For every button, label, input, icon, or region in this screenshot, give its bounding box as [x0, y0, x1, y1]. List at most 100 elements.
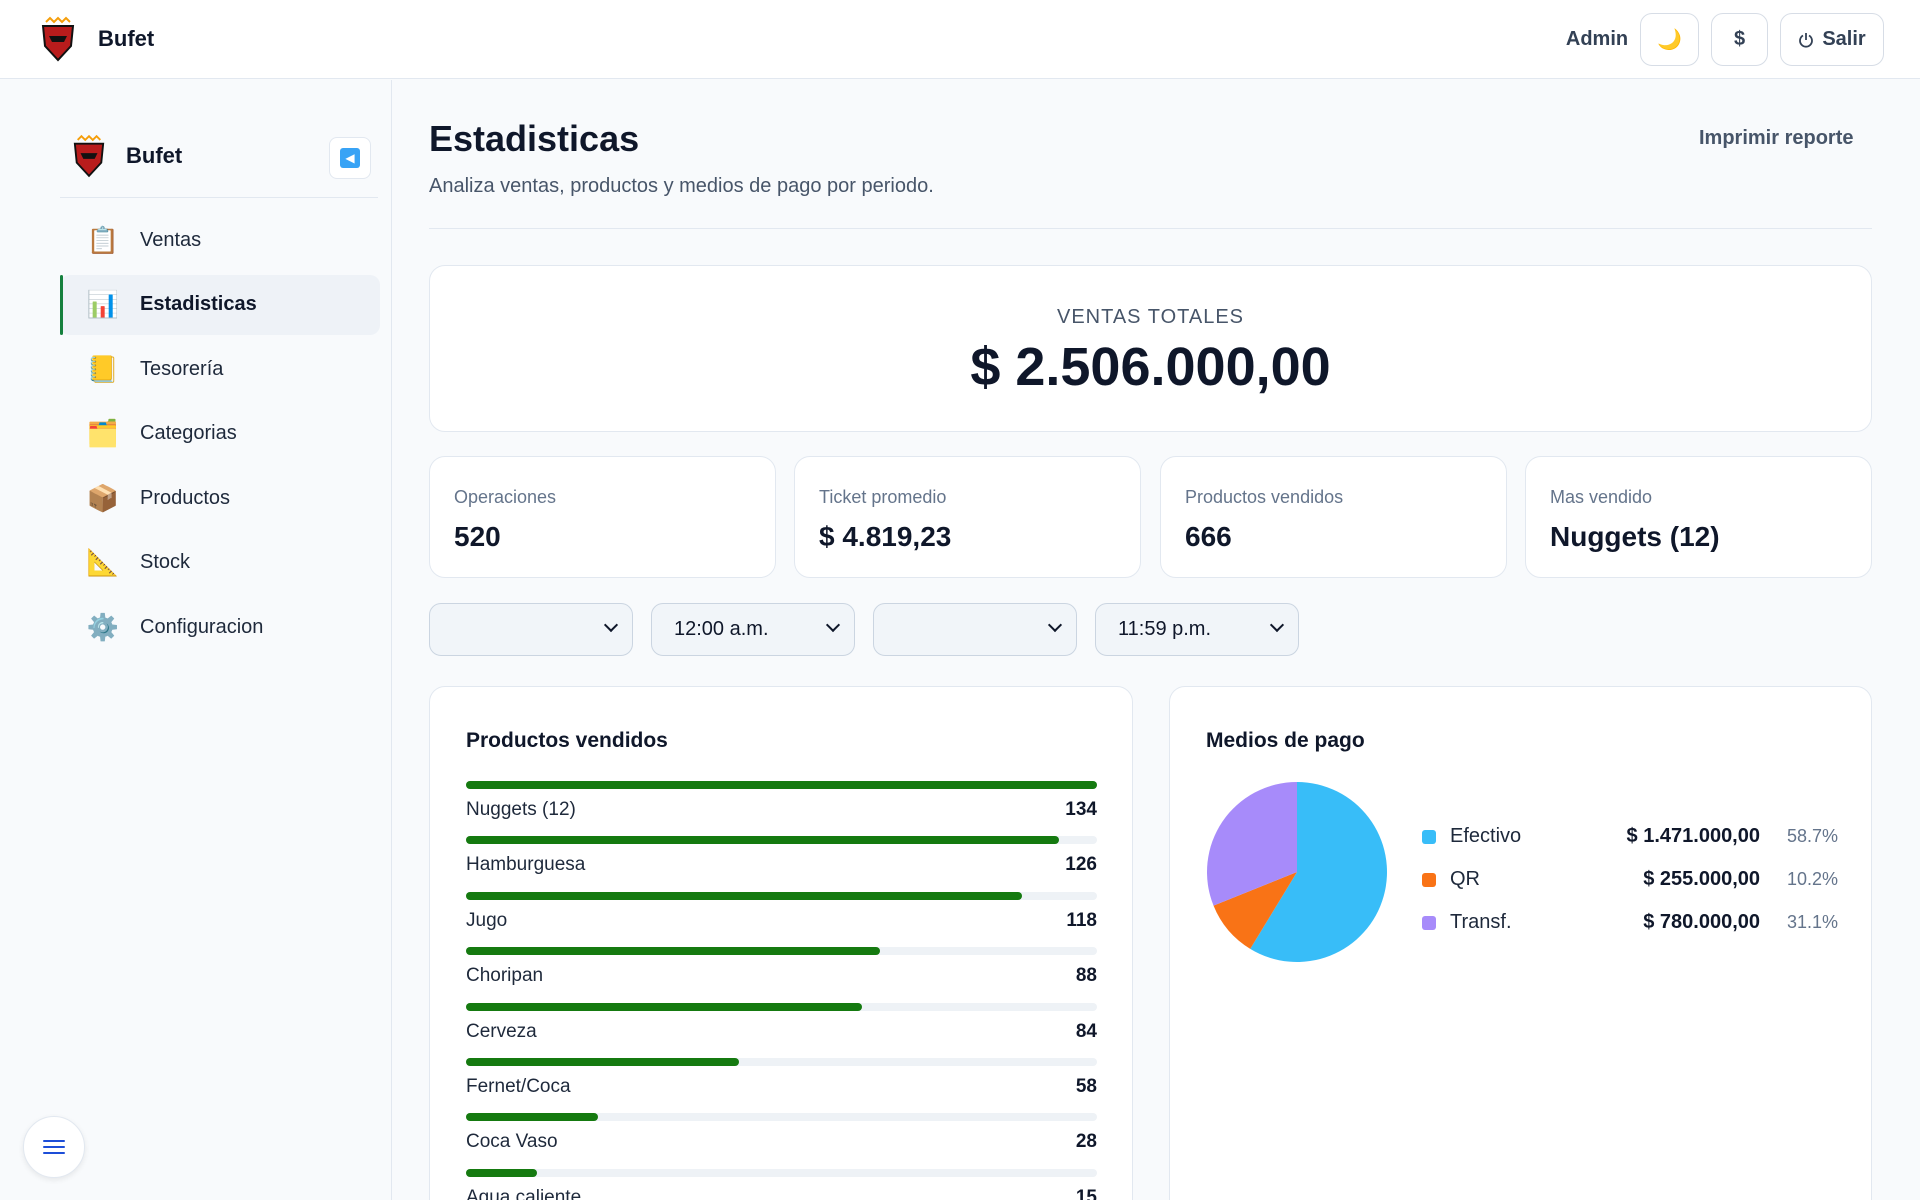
sidebar-item-configuracion[interactable]: ⚙️ Configuracion	[60, 597, 380, 657]
chevron-down-icon	[603, 617, 619, 633]
chevron-down-icon	[1047, 617, 1063, 633]
sidebar-item-label: Categorias	[140, 422, 237, 444]
product-name: Hamburguesa	[466, 854, 586, 876]
sidebar-item-tesoreria[interactable]: 📒 Tesorería	[60, 339, 380, 399]
end-date-select[interactable]	[873, 603, 1077, 656]
stat-value: 666	[1185, 521, 1232, 552]
sidebar-item-label: Estadisticas	[140, 293, 257, 315]
legend-swatch	[1422, 872, 1436, 887]
legend-name: Efectivo	[1450, 825, 1522, 847]
end-time-select[interactable]: 11:59 p.m.	[1095, 603, 1299, 656]
payment-methods-legend: Efectivo $ 1.471.000,00 58.7% QR $ 255.000,0…	[1422, 815, 1838, 944]
product-bar	[466, 891, 1022, 900]
product-qty: 28	[1075, 1131, 1097, 1153]
product-row: Jugo 118	[466, 891, 1097, 947]
product-bar-track	[466, 1002, 1097, 1011]
product-row: Nuggets (12) 134	[466, 781, 1097, 836]
theme-toggle-button[interactable]: 🌙	[1640, 13, 1699, 66]
print-report-button[interactable]: Imprimir reporte	[1699, 127, 1854, 149]
sidebar-brand[interactable]: Bufet	[72, 134, 182, 178]
stat-label: Operaciones	[454, 487, 557, 507]
legend-amount: $ 780.000,00	[1643, 911, 1760, 933]
legend-swatch	[1422, 915, 1436, 930]
product-name: Choripan	[466, 965, 544, 987]
product-row: Agua caliente 15	[466, 1168, 1097, 1200]
top-actions: Admin 🌙 $ Salir	[1566, 13, 1884, 66]
sidebar: Bufet ◀ 📋 Ventas 📊 Estadisticas 📒 Tesore…	[0, 80, 392, 1200]
product-qty: 58	[1075, 1075, 1097, 1097]
brand-name: Bufet	[98, 26, 155, 51]
start-time-select[interactable]: 12:00 a.m.	[651, 603, 855, 656]
legend-percent: 31.1%	[1786, 912, 1838, 932]
page-title: Estadisticas	[429, 118, 640, 159]
top-bar: Bufet Admin 🌙 $ Salir	[0, 0, 1920, 79]
product-bar-track	[466, 891, 1097, 900]
sidebar-item-label: Productos	[140, 486, 231, 509]
product-bar-track	[466, 781, 1097, 789]
product-bar-track	[466, 1057, 1097, 1066]
product-bar	[466, 1002, 862, 1011]
start-time-value: 12:00 a.m.	[674, 618, 769, 640]
sidebar-item-ventas[interactable]: 📋 Ventas	[60, 210, 380, 270]
total-sales-label: VENTAS TOTALES	[1056, 306, 1245, 328]
product-name: Fernet/Coca	[466, 1075, 571, 1097]
sidebar-item-label: Configuracion	[140, 615, 264, 638]
collapse-sidebar-button[interactable]: ◀	[329, 137, 371, 179]
arrow-left-icon: ◀	[340, 148, 360, 168]
product-bar	[466, 836, 1060, 845]
sidebar-item-stock[interactable]: 📐 Stock	[60, 533, 380, 593]
page-subtitle: Analiza ventas, productos y medios de pa…	[429, 175, 934, 197]
legend-percent: 58.7%	[1786, 826, 1838, 846]
end-time-value: 11:59 p.m.	[1118, 618, 1212, 640]
products-sold-list: Nuggets (12) 134 Hamburguesa 126 Jugo 118 Chor…	[466, 781, 1097, 1200]
pie-slice-transf	[1207, 782, 1297, 906]
sidebar-item-categorias[interactable]: 🗂️ Categorias	[60, 404, 380, 464]
product-bar	[466, 781, 1097, 789]
sidebar-item-estadisticas[interactable]: 📊 Estadisticas	[60, 274, 380, 335]
menu-fab-button[interactable]	[23, 1116, 85, 1178]
payment-methods-title: Medios de pago	[1206, 729, 1365, 752]
sidebar-item-label: Ventas	[140, 228, 202, 251]
shield-logo-icon	[73, 134, 105, 178]
stat-card-ticket-promedio: Ticket promedio $ 4.819,23	[794, 456, 1141, 578]
product-bar-track	[466, 836, 1097, 845]
product-bar-track	[466, 947, 1097, 956]
exit-label: Salir	[1822, 28, 1866, 50]
legend-swatch	[1422, 829, 1436, 844]
exit-button[interactable]: Salir	[1780, 13, 1884, 66]
legend-row: Efectivo $ 1.471.000,00 58.7%	[1422, 815, 1838, 858]
ledger-icon: 📒	[86, 353, 120, 384]
legend-amount: $ 1.471.000,00	[1626, 825, 1760, 847]
user-name: Admin	[1565, 28, 1629, 50]
menu-icon	[43, 1140, 65, 1154]
stat-value: 520	[454, 521, 501, 552]
sidebar-item-label: Tesorería	[140, 357, 224, 380]
products-sold-title: Productos vendidos	[466, 729, 668, 752]
product-row: Fernet/Coca 58	[466, 1057, 1097, 1113]
stat-card-operaciones: Operaciones 520	[429, 456, 776, 578]
sidebar-divider	[60, 197, 378, 198]
stat-value: Nuggets (12)	[1550, 521, 1720, 552]
brand[interactable]: Bufet	[40, 16, 154, 62]
sidebar-brand-name: Bufet	[126, 143, 183, 168]
product-qty: 118	[1066, 909, 1097, 931]
header-divider	[429, 228, 1872, 229]
sidebar-item-productos[interactable]: 📦 Productos	[60, 468, 380, 528]
bar-chart-icon: 📊	[86, 289, 120, 319]
start-date-select[interactable]	[429, 603, 633, 656]
total-sales-value: $ 2.506.000,00	[970, 337, 1331, 397]
stat-label: Mas vendido	[1550, 487, 1653, 507]
legend-name: QR	[1450, 868, 1480, 890]
power-icon	[1799, 32, 1814, 48]
pie-slice-efectivo	[1250, 782, 1387, 962]
product-row: Coca Vaso 28	[466, 1113, 1097, 1168]
stat-label: Productos vendidos	[1185, 487, 1344, 507]
product-name: Cerveza	[466, 1020, 537, 1042]
product-name: Nuggets (12)	[466, 799, 576, 820]
payment-methods-card: Medios de pago Efectivo $ 1.471.000,00 58.…	[1169, 686, 1872, 1200]
product-bar-track	[466, 1168, 1097, 1177]
stat-card-mas-vendido: Mas vendido Nuggets (12)	[1525, 456, 1872, 578]
stat-label: Ticket promedio	[819, 487, 947, 507]
currency-button[interactable]: $	[1711, 13, 1768, 66]
product-bar	[466, 1113, 598, 1122]
